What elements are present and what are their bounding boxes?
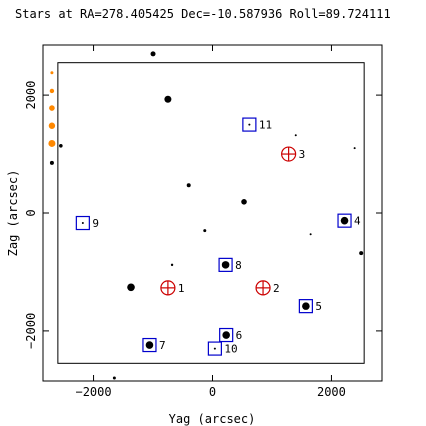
star-marker <box>127 283 135 292</box>
star-marker <box>241 199 247 205</box>
acq-star-crosshairs: 1 2 3 <box>160 146 306 296</box>
star-marker <box>248 123 251 126</box>
star-markers <box>49 51 364 380</box>
x-tick-label: −2000 <box>75 385 111 399</box>
star-marker <box>81 222 84 225</box>
star-marker <box>145 341 154 349</box>
guide-star-box <box>207 341 222 356</box>
y-tick-label: 2000 <box>24 81 38 110</box>
star-marker <box>221 261 230 269</box>
y-tick-label: −2000 <box>24 313 38 349</box>
guide-star-label: 4 <box>354 215 361 228</box>
plot-frame <box>42 44 383 382</box>
star-marker <box>359 251 364 256</box>
guide-star-box <box>75 215 90 231</box>
star-marker <box>222 331 230 339</box>
star-marker <box>170 263 174 267</box>
star-marker <box>213 347 216 350</box>
guide-star-box <box>242 117 257 132</box>
guide-star-box <box>218 257 233 272</box>
guide-star-label: 5 <box>315 300 322 313</box>
bright-star-markers <box>48 71 56 147</box>
guide-star-label: 7 <box>159 339 166 352</box>
star-marker <box>164 95 172 103</box>
bright-star-marker <box>49 105 55 111</box>
guide-star-label: 11 <box>259 119 272 132</box>
star-marker <box>59 144 63 148</box>
acq-star-label: 1 <box>178 282 185 295</box>
bright-star-marker <box>48 122 56 129</box>
guide-star-label: 8 <box>235 259 242 272</box>
star-marker <box>353 147 356 150</box>
acq-star-label: 3 <box>299 148 306 161</box>
guide-star-label: 6 <box>236 329 243 342</box>
star-marker <box>186 183 191 188</box>
bright-star-marker <box>48 139 56 147</box>
axes: −2000 0 2000 −2000 0 2000 <box>24 45 382 399</box>
x-tick-label: 0 <box>209 385 216 399</box>
star-marker <box>302 302 310 310</box>
chart-title: Stars at RA=278.405425 Dec=-10.587936 Ro… <box>15 7 391 21</box>
star-marker <box>294 134 297 137</box>
x-axis-label: Yag (arcsec) <box>169 412 256 426</box>
guide-star-label: 10 <box>224 343 237 356</box>
guide-star-box <box>337 213 352 228</box>
ccd-boundary <box>57 62 365 364</box>
star-marker <box>340 216 349 225</box>
guide-star-boxes: 4 5 6 7 8 9 10 11 <box>75 117 361 356</box>
x-tick-label: 2000 <box>317 385 346 399</box>
guide-star-box <box>142 337 157 353</box>
guide-star-box <box>219 327 234 343</box>
guide-star-label: 9 <box>92 217 99 230</box>
star-marker <box>49 160 54 165</box>
y-axis-label: Zag (arcsec) <box>6 170 20 257</box>
star-marker <box>112 376 116 380</box>
star-marker <box>150 51 156 57</box>
bright-star-marker <box>50 71 54 75</box>
y-tick-label: 0 <box>24 209 38 216</box>
bright-star-marker <box>49 88 55 94</box>
star-marker <box>309 233 312 236</box>
acq-star-label: 2 <box>273 282 280 295</box>
guide-star-box <box>298 299 313 314</box>
star-marker <box>203 229 207 233</box>
